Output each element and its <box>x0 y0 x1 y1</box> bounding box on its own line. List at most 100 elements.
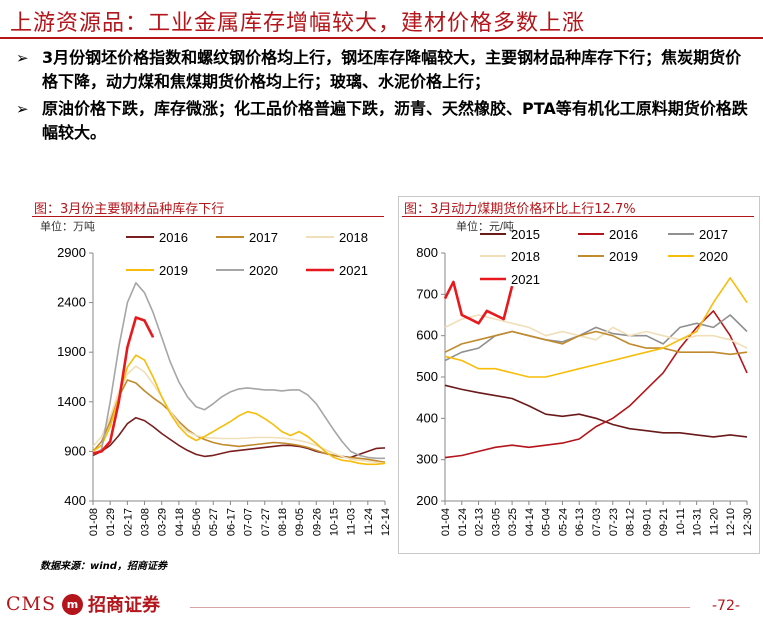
coal-futures-price-chart: 200 300 400 500 600 700 800 01-04 01-24 02-13 03-0… <box>416 219 754 536</box>
x-tick-label: 01-08 <box>88 508 100 536</box>
bullet-item: ➢ 3月份钢坯价格指数和螺纹钢价格均上行，钢坯库存降幅较大，主要钢材品种库存下行… <box>12 46 757 94</box>
logo-company-name: 招商证券 <box>88 595 161 616</box>
bullet-text: 原油价格下跌，库存微涨；化工品价格普遍下跌，沥青、天然橡胶、PTA等有机化工原料… <box>42 99 748 142</box>
series-line-2019 <box>92 354 386 466</box>
legend-label: 2016 <box>609 227 638 242</box>
logo-cms-text: CMS <box>6 593 57 615</box>
x-tick-label: 04-18 <box>174 508 186 536</box>
x-tick-label: 01-04 <box>440 508 452 536</box>
y-tick-label: 300 <box>416 452 438 467</box>
x-tick-label: 08-18 <box>277 508 289 536</box>
x-tick-label: 02-17 <box>122 508 134 536</box>
x-tick-label: 12-10 <box>725 508 737 536</box>
series-line-2019 <box>444 330 748 356</box>
x-tick-label: 07-03 <box>591 508 603 536</box>
x-tick-label: 07-27 <box>260 508 272 536</box>
x-tick-label: 11-24 <box>363 508 375 535</box>
arrow-bullet-icon: ➢ <box>16 100 29 118</box>
x-tick-label: 03-08 <box>140 508 152 536</box>
page-number: -72- <box>712 598 740 614</box>
steel-inventory-chart: 400 900 1400 1900 2400 2900 01-08 01-29 02-17 03-… <box>40 219 392 536</box>
y-tick-label: 600 <box>416 328 438 343</box>
source-note: 数据来源：wind，招商证券 <box>40 561 167 572</box>
x-tick-label: 10-31 <box>692 508 704 536</box>
y-tick-label: 700 <box>416 286 438 301</box>
x-tick-label: 06-13 <box>574 508 586 536</box>
x-tick-label: 11-03 <box>346 508 358 535</box>
y-tick-label: 900 <box>64 443 86 458</box>
company-logo: CMS m 招商证券 <box>6 591 160 617</box>
y-tick-label: 500 <box>416 369 438 384</box>
x-tick-label: 03-29 <box>157 508 169 536</box>
x-tick-label: 04-14 <box>524 508 536 536</box>
legend-label: 2015 <box>511 227 540 242</box>
legend-label: 2017 <box>249 230 278 245</box>
right-chart-frame <box>398 196 760 554</box>
series-line-2015 <box>444 384 748 438</box>
x-tick-label: 08-12 <box>625 508 637 536</box>
x-tick-label: 05-06 <box>191 508 203 536</box>
bullet-item: ➢ 原油价格下跌，库存微涨；化工品价格普遍下跌，沥青、天然橡胶、PTA等有机化工… <box>12 97 757 145</box>
footer-divider <box>190 607 690 608</box>
series-line-2021 <box>92 316 155 455</box>
x-tick-label: 02-13 <box>474 508 486 536</box>
legend-label: 2021 <box>511 272 540 287</box>
right-chart-divider <box>402 216 754 217</box>
series-line-2018 <box>444 314 748 349</box>
x-tick-label: 05-04 <box>541 508 553 536</box>
unit-label: 单位：万吨 <box>40 219 95 233</box>
series-line-2020 <box>92 282 385 460</box>
series-line-2021 <box>443 280 514 325</box>
unit-label: 单位：元/吨 <box>456 219 514 233</box>
legend-label: 2018 <box>511 249 540 264</box>
x-tick-label: 09-01 <box>641 508 653 536</box>
legend-label: 2017 <box>699 227 728 242</box>
x-tick-label: 03-25 <box>507 508 519 536</box>
title-divider <box>0 37 763 39</box>
legend-label: 2020 <box>699 249 728 264</box>
y-tick-label: 400 <box>416 410 438 425</box>
series-line-2016 <box>92 416 386 459</box>
legend-label: 2019 <box>159 263 188 278</box>
legend-label: 2016 <box>159 230 188 245</box>
x-tick-label: 07-07 <box>243 508 255 536</box>
x-tick-label: 01-24 <box>457 508 469 536</box>
right-chart-title: 图：3月动力煤期货价格环比上行12.7% <box>404 202 636 217</box>
legend-label: 2018 <box>339 230 368 245</box>
x-tick-label: 11-20 <box>708 508 720 535</box>
left-chart-divider <box>32 216 384 217</box>
x-tick-label: 05-24 <box>557 508 569 536</box>
bullet-text: 3月份钢坯价格指数和螺纹钢价格均上行，钢坯库存降幅较大，主要钢材品种库存下行；焦… <box>42 48 742 91</box>
series-line-2017 <box>92 379 386 464</box>
x-tick-label: 05-27 <box>208 508 220 536</box>
x-tick-label: 12-30 <box>742 508 754 536</box>
y-tick-label: 2900 <box>57 245 86 260</box>
x-tick-label: 09-05 <box>294 508 306 536</box>
y-tick-label: 400 <box>64 493 86 508</box>
x-tick-label: 06-17 <box>225 508 237 536</box>
page-title: 上游资源品：工业金属库存增幅较大，建材价格多数上涨 <box>10 11 586 36</box>
y-tick-label: 1400 <box>57 394 86 409</box>
x-tick-label: 12-14 <box>380 508 392 536</box>
y-tick-label: 1900 <box>57 344 86 359</box>
x-tick-label: 09-26 <box>311 508 323 536</box>
legend-label: 2021 <box>339 263 368 278</box>
series-line-2018 <box>92 365 386 465</box>
series-line-2016 <box>444 310 748 459</box>
y-tick-label: 2400 <box>57 295 86 310</box>
x-tick-label: 03-05 <box>490 508 502 536</box>
x-tick-label: 10-15 <box>328 508 340 536</box>
series-line-2020 <box>444 276 748 378</box>
arrow-bullet-icon: ➢ <box>16 49 29 67</box>
y-tick-label: 200 <box>416 493 438 508</box>
x-tick-label: 07-23 <box>608 508 620 536</box>
left-chart-title: 图：3月份主要钢材品种库存下行 <box>34 202 225 217</box>
x-tick-label: 09-21 <box>658 508 670 536</box>
x-tick-label: 10-11 <box>675 508 687 535</box>
bullet-list: ➢ 3月份钢坯价格指数和螺纹钢价格均上行，钢坯库存降幅较大，主要钢材品种库存下行… <box>12 46 757 148</box>
x-tick-label: 01-29 <box>105 508 117 536</box>
legend-label: 2020 <box>249 263 278 278</box>
y-tick-label: 800 <box>416 245 438 260</box>
legend-label: 2019 <box>609 249 638 264</box>
logo-mark-icon: m <box>62 593 84 615</box>
